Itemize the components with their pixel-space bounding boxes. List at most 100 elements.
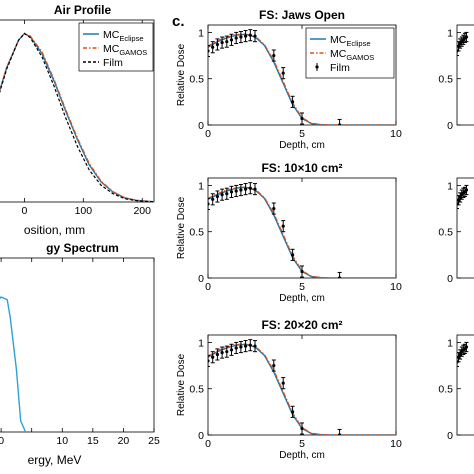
chart-title: FS: 10×10 cm² xyxy=(261,161,342,175)
film-point xyxy=(291,253,295,257)
chart-right-bot: 00.51 xyxy=(438,334,474,442)
chart-title: FS: 20×20 cm² xyxy=(261,318,342,332)
x-tick-label: 5 xyxy=(299,281,305,293)
x-tick-label: 25 xyxy=(148,435,160,447)
x-tick-label: 0 xyxy=(205,128,211,140)
panel-label-c: c. xyxy=(172,13,185,30)
film-point xyxy=(220,193,224,197)
series-group xyxy=(0,296,27,432)
y-axis-label: Relative Dose xyxy=(176,43,187,106)
series-line-mc-gamos xyxy=(208,186,396,278)
y-tick-label: 0 xyxy=(198,273,204,285)
film-point xyxy=(248,343,252,347)
film-point xyxy=(234,189,238,193)
legend-label: Film xyxy=(103,57,123,69)
film-point xyxy=(239,35,243,39)
y-axis-label: Relative Dose xyxy=(176,196,187,259)
film-point xyxy=(220,40,224,45)
film-point xyxy=(272,363,276,368)
legend-subscript: GAMOS xyxy=(346,53,374,62)
film-point xyxy=(239,345,243,349)
plot-frame xyxy=(456,24,474,126)
series-group xyxy=(208,339,396,435)
series-line-mc-eclipse xyxy=(208,33,396,125)
film-point xyxy=(208,359,210,363)
y-tick-label: 1 xyxy=(447,27,453,39)
chart-energy-spectrum: 0 10 15 20 25 gy Spectrum ergy, MeV xyxy=(0,241,160,467)
film-point xyxy=(244,187,248,191)
x-tick-label: 10 xyxy=(390,438,402,450)
film-point xyxy=(211,197,215,201)
x-axis-label: Depth, cm xyxy=(279,293,325,304)
film-point xyxy=(253,187,257,191)
chart-fs-10x10: 0 5 10 0 0.5 1 FS: 10×10 cm² Depth, cm Relative … xyxy=(176,161,402,304)
x-tick-label: 15 xyxy=(87,435,99,447)
chart-right-top: 00.51 xyxy=(438,24,474,132)
chart-title: FS: Jaws Open xyxy=(259,8,345,22)
legend-box xyxy=(78,22,154,72)
film-point xyxy=(300,269,304,274)
film-point xyxy=(464,188,469,192)
legend-label: Film xyxy=(330,62,350,74)
film-point xyxy=(244,34,248,38)
film-point xyxy=(291,410,295,414)
y-tick-label: 1 xyxy=(447,337,453,349)
chart-title: Air Profile xyxy=(54,3,112,17)
film-point xyxy=(211,45,215,49)
x-tick-label: 5 xyxy=(299,438,305,450)
y-tick-label: 0 xyxy=(447,120,453,132)
film-point xyxy=(239,188,243,192)
x-tick-label: 10 xyxy=(56,435,68,447)
series-group xyxy=(0,32,154,202)
film-point xyxy=(248,33,252,37)
film-point xyxy=(291,100,295,104)
film-point xyxy=(215,194,219,199)
y-tick-label: 0.5 xyxy=(438,384,453,396)
film-point xyxy=(281,71,285,75)
chart-right-mid: 00.51 xyxy=(438,177,474,285)
y-tick-label: 0.5 xyxy=(189,74,204,86)
plot-frame xyxy=(456,334,474,436)
x-axis-label: osition, mm xyxy=(24,223,85,237)
film-point xyxy=(215,352,219,357)
x-tick-label: 20 xyxy=(118,435,130,447)
film-point xyxy=(458,195,462,200)
series-group xyxy=(208,182,396,278)
film-point xyxy=(229,348,234,352)
film-point xyxy=(253,34,257,38)
film-point xyxy=(225,350,229,354)
series-group xyxy=(457,184,469,210)
x-tick-label: 200 xyxy=(133,205,151,217)
film-point xyxy=(281,224,285,228)
plot-frame xyxy=(0,19,155,203)
y-tick-label: 0 xyxy=(198,430,204,442)
x-tick-label: 100 xyxy=(75,205,93,217)
film-point xyxy=(464,35,469,39)
y-tick-label: 0 xyxy=(198,120,204,132)
chart-fs-20x20: 0 5 10 0 0.5 1 FS: 20×20 cm² Depth, cm Relative … xyxy=(176,318,402,461)
series-group xyxy=(457,31,469,57)
film-point xyxy=(225,192,229,196)
legend-subscript: Eclipse xyxy=(119,34,143,43)
y-tick-label: 0 xyxy=(447,273,453,285)
film-point xyxy=(229,190,234,194)
chart-air-profile: 0 100 200 Air Profile osition, mm MCEclipseMC… xyxy=(0,3,155,237)
chart-title: gy Spectrum xyxy=(46,241,119,255)
x-tick-label: 10 xyxy=(390,128,402,140)
y-tick-label: 1 xyxy=(198,337,204,349)
film-point xyxy=(457,198,461,202)
series-line-mc-gamos xyxy=(208,343,396,435)
film-point xyxy=(208,49,210,53)
plot-frame xyxy=(456,177,474,279)
x-tick-label: 0 xyxy=(22,205,28,217)
x-axis-label: ergy, MeV xyxy=(28,453,82,467)
film-point xyxy=(220,350,224,355)
series-group xyxy=(457,341,469,367)
x-tick-label: 0 xyxy=(0,435,4,447)
film-point xyxy=(225,40,229,44)
legend-subscript: GAMOS xyxy=(119,48,147,57)
film-point xyxy=(457,44,461,48)
film-point xyxy=(300,426,304,431)
series-line-mc-eclipse xyxy=(208,186,396,278)
